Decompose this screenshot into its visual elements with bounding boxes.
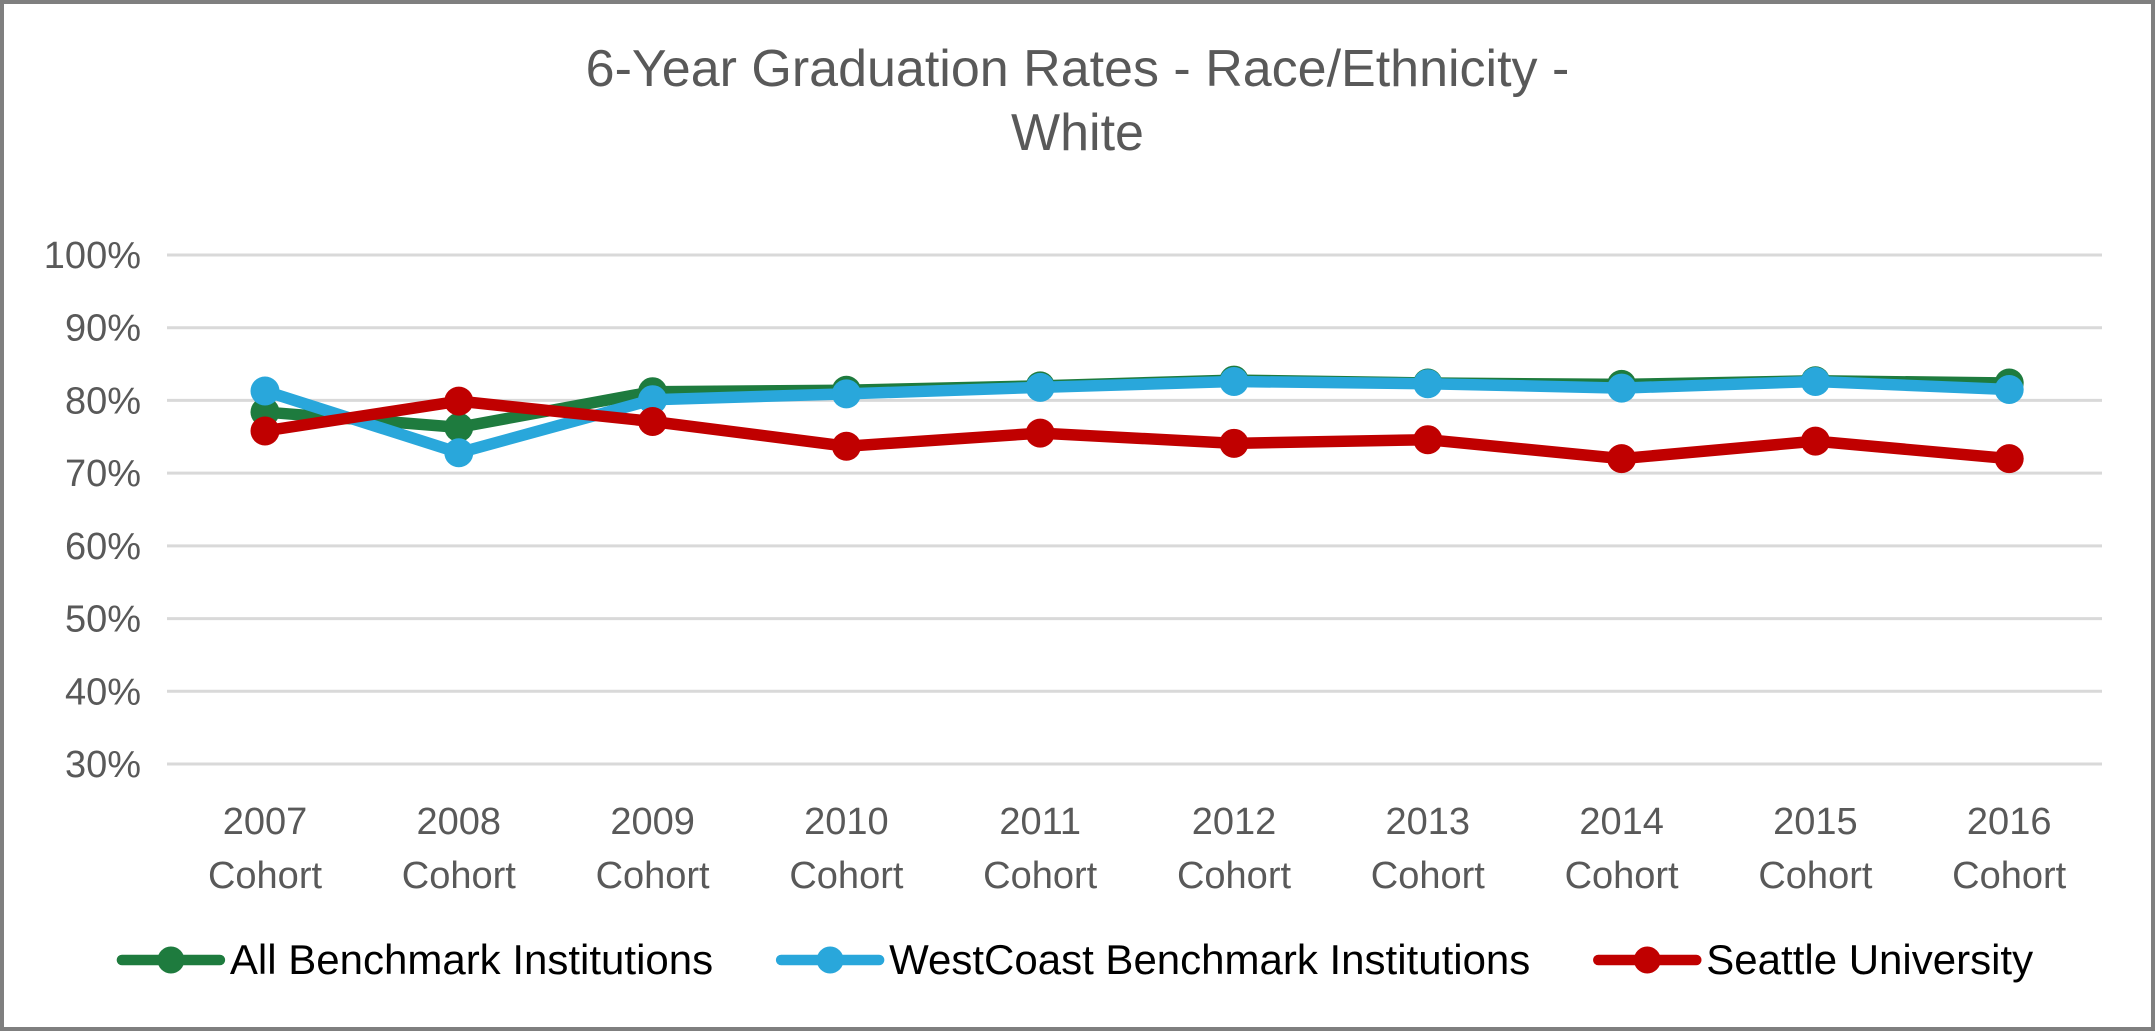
data-point <box>444 412 474 442</box>
legend-label: All Benchmark Institutions <box>230 936 713 983</box>
x-tick-label-year: 2009 <box>610 801 695 843</box>
series-line <box>259 375 2015 459</box>
data-point <box>250 376 280 406</box>
x-axis-labels: 2007 Cohort 2008 Cohort 2009 Cohort 2010 Cohort… <box>208 801 2067 897</box>
data-point <box>1994 444 2024 474</box>
data-point <box>638 407 668 437</box>
x-tick-label-cohort: Cohort <box>1177 855 1291 897</box>
x-tick-label: 2007 Cohort <box>208 801 322 897</box>
x-tick-label-year: 2016 <box>1967 801 2052 843</box>
x-tick-label-cohort: Cohort <box>208 855 322 897</box>
x-tick-label-year: 2014 <box>1579 801 1664 843</box>
x-tick-label-year: 2010 <box>804 801 889 843</box>
data-point <box>1219 367 1249 397</box>
x-tick-label: 2016 Cohort <box>1952 801 2066 897</box>
x-tick-label-cohort: Cohort <box>1952 855 2066 897</box>
x-tick-label-year: 2015 <box>1773 801 1858 843</box>
line-chart: 100% 90% 80% 70% 60% 50% 40% 30% 2007 Cohort 2008 C… <box>44 235 2102 983</box>
legend-label: WestCoast Benchmark Institutions <box>889 936 1530 983</box>
x-tick-label: 2008 Cohort <box>402 801 516 897</box>
data-point <box>1994 375 2024 405</box>
x-tick-label: 2015 Cohort <box>1758 801 1872 897</box>
y-tick-label: 60% <box>65 526 141 568</box>
x-tick-label-cohort: Cohort <box>983 855 1097 897</box>
y-tick-label: 50% <box>65 599 141 641</box>
y-tick-label: 90% <box>65 308 141 350</box>
x-tick-label: 2011 Cohort <box>983 801 1097 897</box>
legend-item: Seattle University <box>1593 936 2033 983</box>
x-tick-label-cohort: Cohort <box>596 855 710 897</box>
x-tick-label-cohort: Cohort <box>402 855 516 897</box>
data-point <box>444 386 474 416</box>
data-point <box>1800 367 1830 397</box>
data-point <box>444 438 474 468</box>
x-tick-label: 2014 Cohort <box>1565 801 1679 897</box>
y-tick-label: 30% <box>65 744 141 786</box>
x-tick-label-cohort: Cohort <box>1758 855 1872 897</box>
data-point <box>831 431 861 461</box>
x-tick-label-cohort: Cohort <box>789 855 903 897</box>
legend: All Benchmark Institutions WestCoast Benc… <box>116 936 2033 983</box>
x-tick-label-cohort: Cohort <box>1565 855 1679 897</box>
y-tick-label: 70% <box>65 453 141 495</box>
legend-label: Seattle University <box>1706 936 2033 983</box>
data-point <box>1413 425 1443 455</box>
gridlines <box>167 253 2102 766</box>
data-point <box>1219 428 1249 458</box>
series-3 <box>250 386 2024 474</box>
data-point <box>1800 426 1830 456</box>
x-tick-label: 2009 Cohort <box>596 801 710 897</box>
legend-marker-dot <box>816 946 844 974</box>
series-2 <box>250 367 2024 468</box>
x-tick-label-year: 2008 <box>417 801 502 843</box>
data-point <box>1025 372 1055 402</box>
data-point <box>638 385 668 415</box>
legend-marker-dot <box>157 946 185 974</box>
x-tick-label: 2010 Cohort <box>789 801 903 897</box>
legend-item: WestCoast Benchmark Institutions <box>775 936 1530 983</box>
data-point <box>1607 373 1637 403</box>
x-tick-label-year: 2007 <box>223 801 308 843</box>
x-tick-label: 2012 Cohort <box>1177 801 1291 897</box>
y-tick-label: 40% <box>65 671 141 713</box>
data-point <box>1413 369 1443 399</box>
x-tick-label-cohort: Cohort <box>1371 855 1485 897</box>
x-tick-label-year: 2011 <box>999 801 1081 843</box>
data-point <box>831 379 861 409</box>
x-tick-label: 2013 Cohort <box>1371 801 1485 897</box>
data-point <box>250 416 280 446</box>
data-point <box>1025 418 1055 448</box>
legend-marker-dot <box>1633 946 1661 974</box>
x-tick-label-year: 2012 <box>1192 801 1277 843</box>
x-tick-label-year: 2013 <box>1386 801 1471 843</box>
y-axis-labels: 100% 90% 80% 70% 60% 50% 40% 30% <box>44 235 141 786</box>
y-tick-label: 80% <box>65 380 141 422</box>
y-tick-label: 100% <box>44 235 141 277</box>
legend-item: All Benchmark Institutions <box>116 936 713 983</box>
series-line <box>259 395 2015 465</box>
data-point <box>1607 444 1637 474</box>
